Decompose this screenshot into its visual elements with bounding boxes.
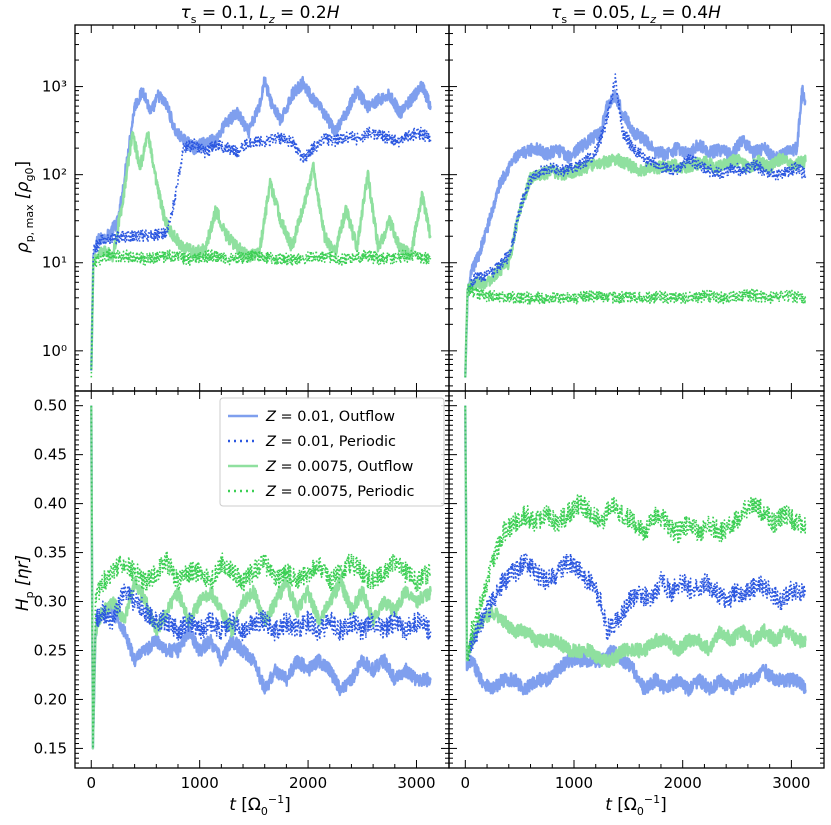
- legend: Z = 0.01, Outflow Z = 0.01, Periodic Z =…: [219, 397, 445, 507]
- series-line: [464, 405, 807, 668]
- series-line: [464, 84, 807, 378]
- title-right: τs = 0.05, Lz = 0.4H: [551, 3, 721, 26]
- y-tick-label: 10¹: [42, 254, 67, 272]
- y-tick-label: 0.45: [34, 446, 67, 464]
- legend-item: Z = 0.01, Outflow: [228, 409, 395, 425]
- series-line: [464, 405, 807, 663]
- legend-label: Z = 0.01, Periodic: [265, 434, 396, 450]
- x-tick-label: 3000: [397, 774, 435, 792]
- series-line: [90, 75, 432, 371]
- title-left: τs = 0.1, Lz = 0.2H: [180, 3, 339, 26]
- xlabel-left: t [Ω0−1]: [229, 793, 291, 818]
- legend-label: Z = 0.01, Outflow: [265, 409, 395, 425]
- panels: 10⁰ 10¹ 10² 10³ 0 1000 2000 3000 0.15 0.20 0.25 0.3…: [34, 24, 825, 792]
- x-tick-label: 2000: [289, 774, 327, 792]
- x-tick-label: 1000: [181, 774, 219, 792]
- series-line: [90, 405, 432, 750]
- series-line: [464, 283, 807, 378]
- plot-frame: [74, 24, 450, 392]
- y-tick-label: 0.30: [34, 593, 67, 611]
- legend-label: Z = 0.0075, Outflow: [265, 459, 414, 475]
- ylabel-top: ρp, max [ρg0]: [13, 161, 36, 253]
- y-tick-label: 0.50: [34, 397, 67, 415]
- series-line: [90, 248, 432, 378]
- series-group: [464, 405, 807, 697]
- x-tick-label: 0: [461, 774, 471, 792]
- y-tick-label: 0.40: [34, 495, 67, 513]
- x-tick-label: 1000: [555, 774, 593, 792]
- series-line: [464, 152, 807, 378]
- series-line: [464, 405, 807, 697]
- legend-frame: [219, 397, 445, 507]
- series-group: [464, 73, 807, 378]
- xlabel-right: t [Ω0−1]: [605, 793, 667, 818]
- y-tick-label: 10²: [42, 166, 67, 184]
- y-tick-label: 10³: [42, 78, 67, 96]
- series-line: [90, 405, 432, 750]
- x-tick-label: 3000: [772, 774, 810, 792]
- legend-item: Z = 0.0075, Periodic: [228, 484, 415, 500]
- y-tick-label: 0.25: [34, 641, 67, 659]
- series-line: [464, 73, 807, 378]
- y-tick-label: 10⁰: [42, 342, 67, 360]
- legend-item: Z = 0.0075, Outflow: [228, 459, 414, 475]
- series-line: [90, 405, 432, 750]
- panel-bottom-right: 0 1000 2000 3000: [448, 390, 825, 792]
- panel-bottom-left: 0 1000 2000 3000 0.15 0.20 0.25 0.30 0.35 0.40 0.4…: [34, 390, 450, 792]
- ylabel-bottom: Hp [ηr]: [13, 555, 36, 611]
- y-tick-label: 0.20: [34, 690, 67, 708]
- series-group: [90, 405, 432, 750]
- x-tick-label: 0: [86, 774, 96, 792]
- plot-frame: [448, 24, 825, 392]
- panel-top-right: [448, 24, 825, 392]
- legend-label: Z = 0.0075, Periodic: [265, 484, 415, 500]
- y-tick-label: 0.15: [34, 739, 67, 757]
- series-group: [90, 75, 432, 378]
- panel-top-left: 10⁰ 10¹ 10² 10³: [42, 24, 450, 392]
- legend-item: Z = 0.01, Periodic: [228, 434, 396, 450]
- series-line: [90, 126, 432, 371]
- y-tick-label: 0.35: [34, 544, 67, 562]
- series-line: [90, 405, 432, 750]
- x-tick-label: 2000: [664, 774, 702, 792]
- series-line: [90, 131, 432, 371]
- plot-frame: [448, 390, 825, 769]
- series-line: [464, 405, 807, 663]
